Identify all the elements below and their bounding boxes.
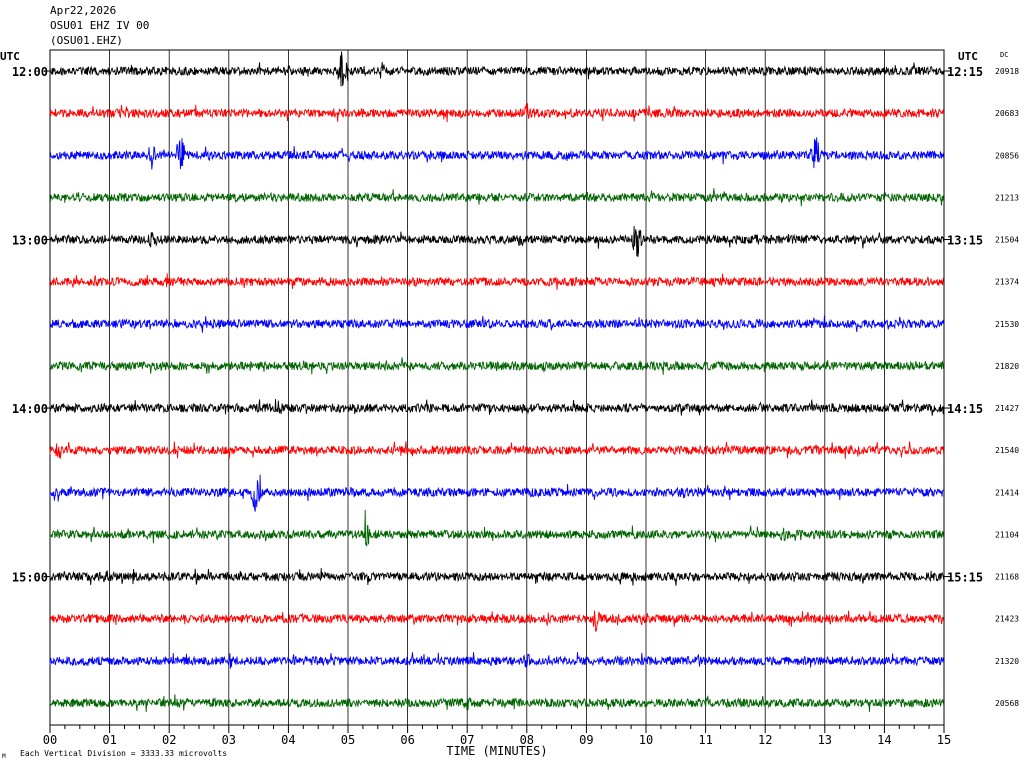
left-hour-label: 15:00 [12,571,48,585]
trace-line [49,225,945,257]
right-hour-label: 13:15 [947,234,983,248]
plot-grid [44,49,950,733]
dc-value-label: 21530 [995,320,1019,329]
dc-header-label: DC [1000,51,1008,59]
left-utc-label: UTC [0,50,20,63]
trace-line [49,610,945,632]
x-tick-label: 05 [341,733,355,747]
x-tick-label: 07 [460,733,474,747]
dc-value-label: 21168 [995,573,1019,582]
right-hour-label: 15:15 [947,571,983,585]
left-hour-label: 14:00 [12,402,48,416]
plot-labels: 00 01 02 03 04 05 06 07 08 09 10 11 12 13 14 15 TIME (MI… [0,50,1019,758]
x-tick-label: 11 [698,733,712,747]
trace-line [49,137,945,170]
trace-line [49,694,945,713]
dc-value-label: 21504 [995,236,1019,245]
dc-value-label: 21213 [995,193,1019,202]
x-axis-label: TIME (MINUTES) [446,744,547,758]
trace-line [49,188,945,207]
dc-value-label: 21423 [995,615,1019,624]
x-tick-label: 01 [102,733,116,747]
record-date: Apr22,2026 [50,4,117,17]
x-tick-label: 12 [758,733,772,747]
right-utc-label: UTC [958,50,978,63]
trace-line [49,51,945,87]
dc-value-label: 21374 [995,278,1019,287]
left-hour-label: 13:00 [12,234,48,248]
dc-value-label: 20683 [995,109,1019,118]
trace-line [49,398,945,416]
trace-line [49,102,945,123]
x-tick-label: 14 [877,733,891,747]
dc-value-label: 21414 [995,488,1019,497]
x-tick-label: 00 [43,733,57,747]
dc-value-label: 20856 [995,151,1019,160]
x-tick-label: 09 [579,733,593,747]
trace-line [49,474,945,512]
channel-code: (OSU01.EHZ) [50,34,123,47]
vertical-division-note: Each Vertical Division = 3333.33 microvo… [20,749,228,758]
dc-value-label: 21820 [995,362,1019,371]
trace-line [49,315,945,333]
dc-value-label: 20568 [995,699,1019,708]
trace-line [49,652,945,669]
left-hour-label: 12:00 [12,65,48,79]
dc-value-label: 21104 [995,530,1019,539]
trace-line [49,357,945,375]
corner-mark: M [2,753,6,760]
trace-line [49,441,945,459]
x-tick-label: 15 [937,733,951,747]
dc-value-label: 21320 [995,657,1019,666]
x-tick-label: 10 [639,733,653,747]
right-hour-label: 12:15 [947,65,983,79]
x-tick-label: 04 [281,733,295,747]
dc-value-label: 20918 [995,67,1019,76]
right-hour-label: 14:15 [947,402,983,416]
trace-line [49,568,945,586]
dc-value-label: 21540 [995,446,1019,455]
x-tick-label: 08 [520,733,534,747]
seismic-traces [49,51,945,713]
station-code: OSU01 EHZ IV 00 [50,19,150,32]
trace-line [49,509,945,547]
x-tick-label: 13 [818,733,832,747]
dc-value-label: 21427 [995,404,1019,413]
x-tick-label: 06 [400,733,414,747]
trace-line [49,273,945,290]
x-tick-label: 03 [222,733,236,747]
x-tick-label: 02 [162,733,176,747]
